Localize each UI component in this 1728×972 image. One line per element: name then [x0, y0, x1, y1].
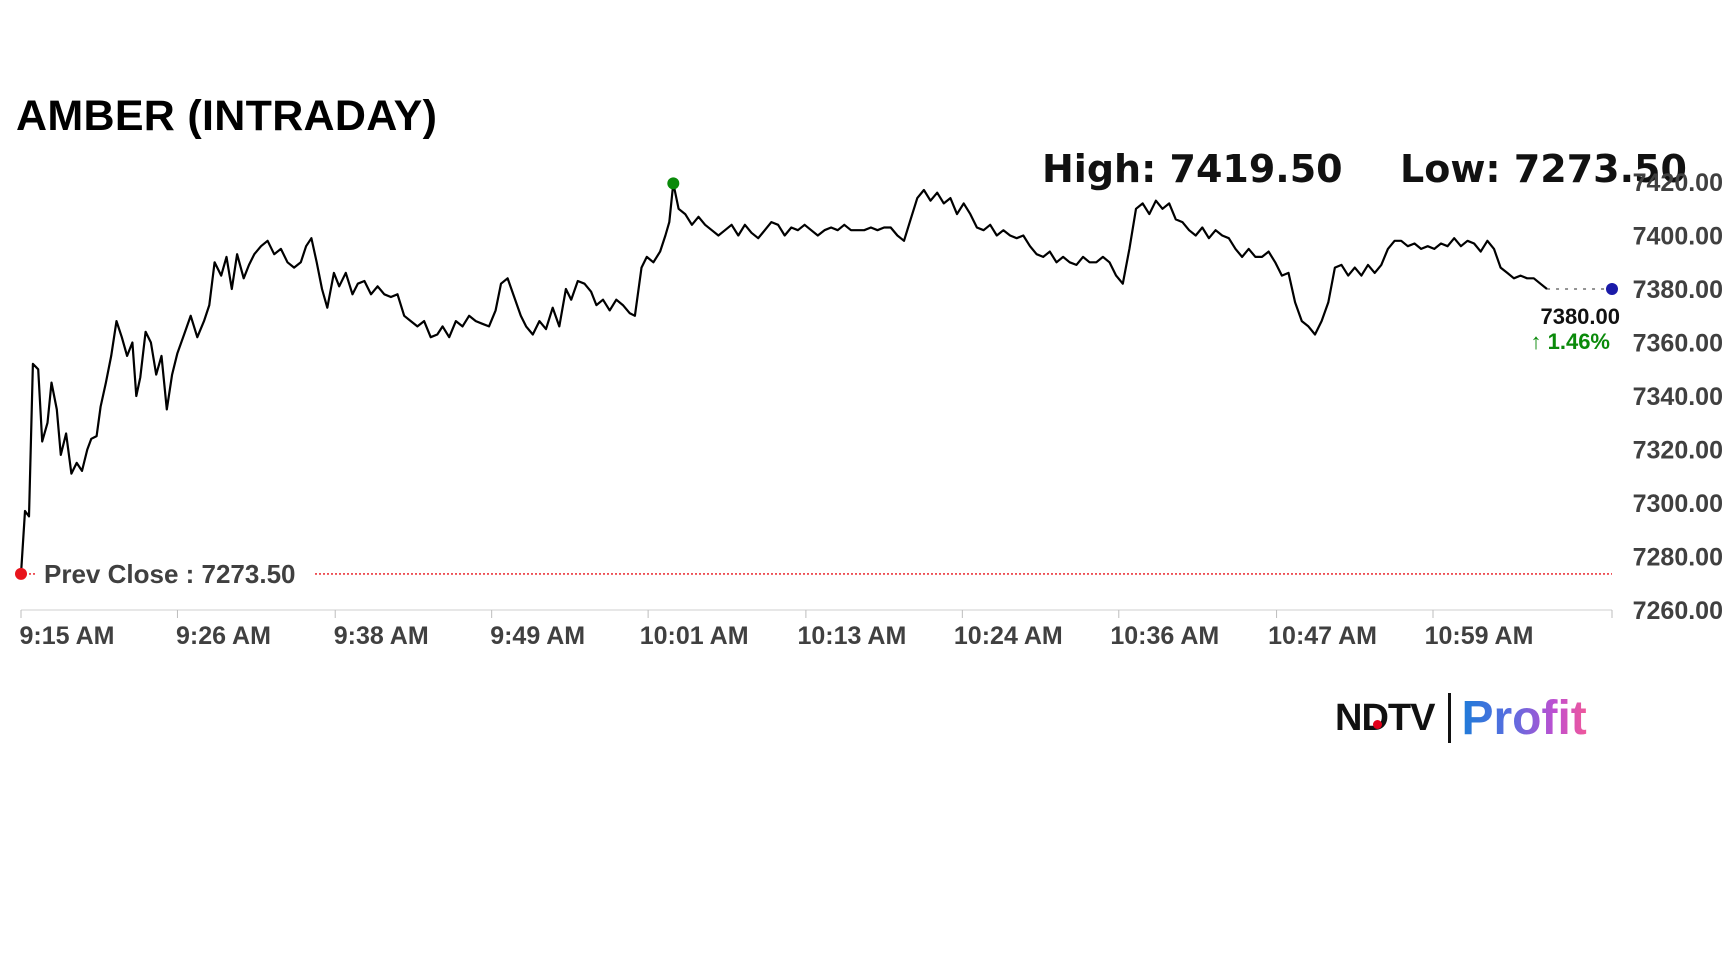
- y-tick-label: 7420.00: [1633, 169, 1723, 197]
- y-tick-label: 7300.00: [1633, 490, 1723, 518]
- ndtv-profit-logo: NDTV Profit: [1335, 690, 1587, 746]
- y-tick-label: 7400.00: [1633, 223, 1723, 251]
- y-tick-label: 7340.00: [1633, 383, 1723, 411]
- profit-wordmark: Profit: [1461, 691, 1587, 745]
- prev-close-label: Prev Close : 7273.50: [44, 559, 296, 589]
- high-marker: [667, 177, 680, 190]
- y-tick-label: 7280.00: [1633, 544, 1723, 572]
- price-series-line: [19, 182, 1548, 574]
- x-tick-label: 9:38 AM: [334, 622, 429, 650]
- x-tick-label: 9:49 AM: [490, 622, 585, 650]
- high-label: High: 7419.50: [1042, 147, 1343, 191]
- x-tick-label: 10:47 AM: [1268, 622, 1377, 650]
- x-tick-label: 10:24 AM: [954, 622, 1063, 650]
- x-tick-label: 10:01 AM: [640, 622, 749, 650]
- y-tick-label: 7380.00: [1633, 276, 1723, 304]
- x-tick-label: 10:36 AM: [1110, 622, 1219, 650]
- chart-title: AMBER (INTRADAY): [16, 92, 438, 140]
- y-tick-label: 7360.00: [1633, 330, 1723, 358]
- y-tick-label: 7260.00: [1633, 597, 1723, 625]
- last-price-marker: [1606, 283, 1618, 295]
- x-tick-label: 9:15 AM: [20, 622, 115, 650]
- logo-divider: [1448, 693, 1452, 743]
- low-label: Low: 7273.50: [1400, 147, 1687, 191]
- ndtv-wordmark: NDTV: [1335, 696, 1435, 739]
- x-tick-label: 9:26 AM: [176, 622, 271, 650]
- x-tick-label: 10:59 AM: [1425, 622, 1534, 650]
- last-price-label: 7380.00: [1540, 304, 1620, 329]
- y-tick-label: 7320.00: [1633, 437, 1723, 465]
- prev-close-marker: [15, 567, 27, 580]
- change-percent-label: ↑ 1.46%: [1531, 329, 1611, 354]
- x-tick-label: 10:13 AM: [797, 622, 906, 650]
